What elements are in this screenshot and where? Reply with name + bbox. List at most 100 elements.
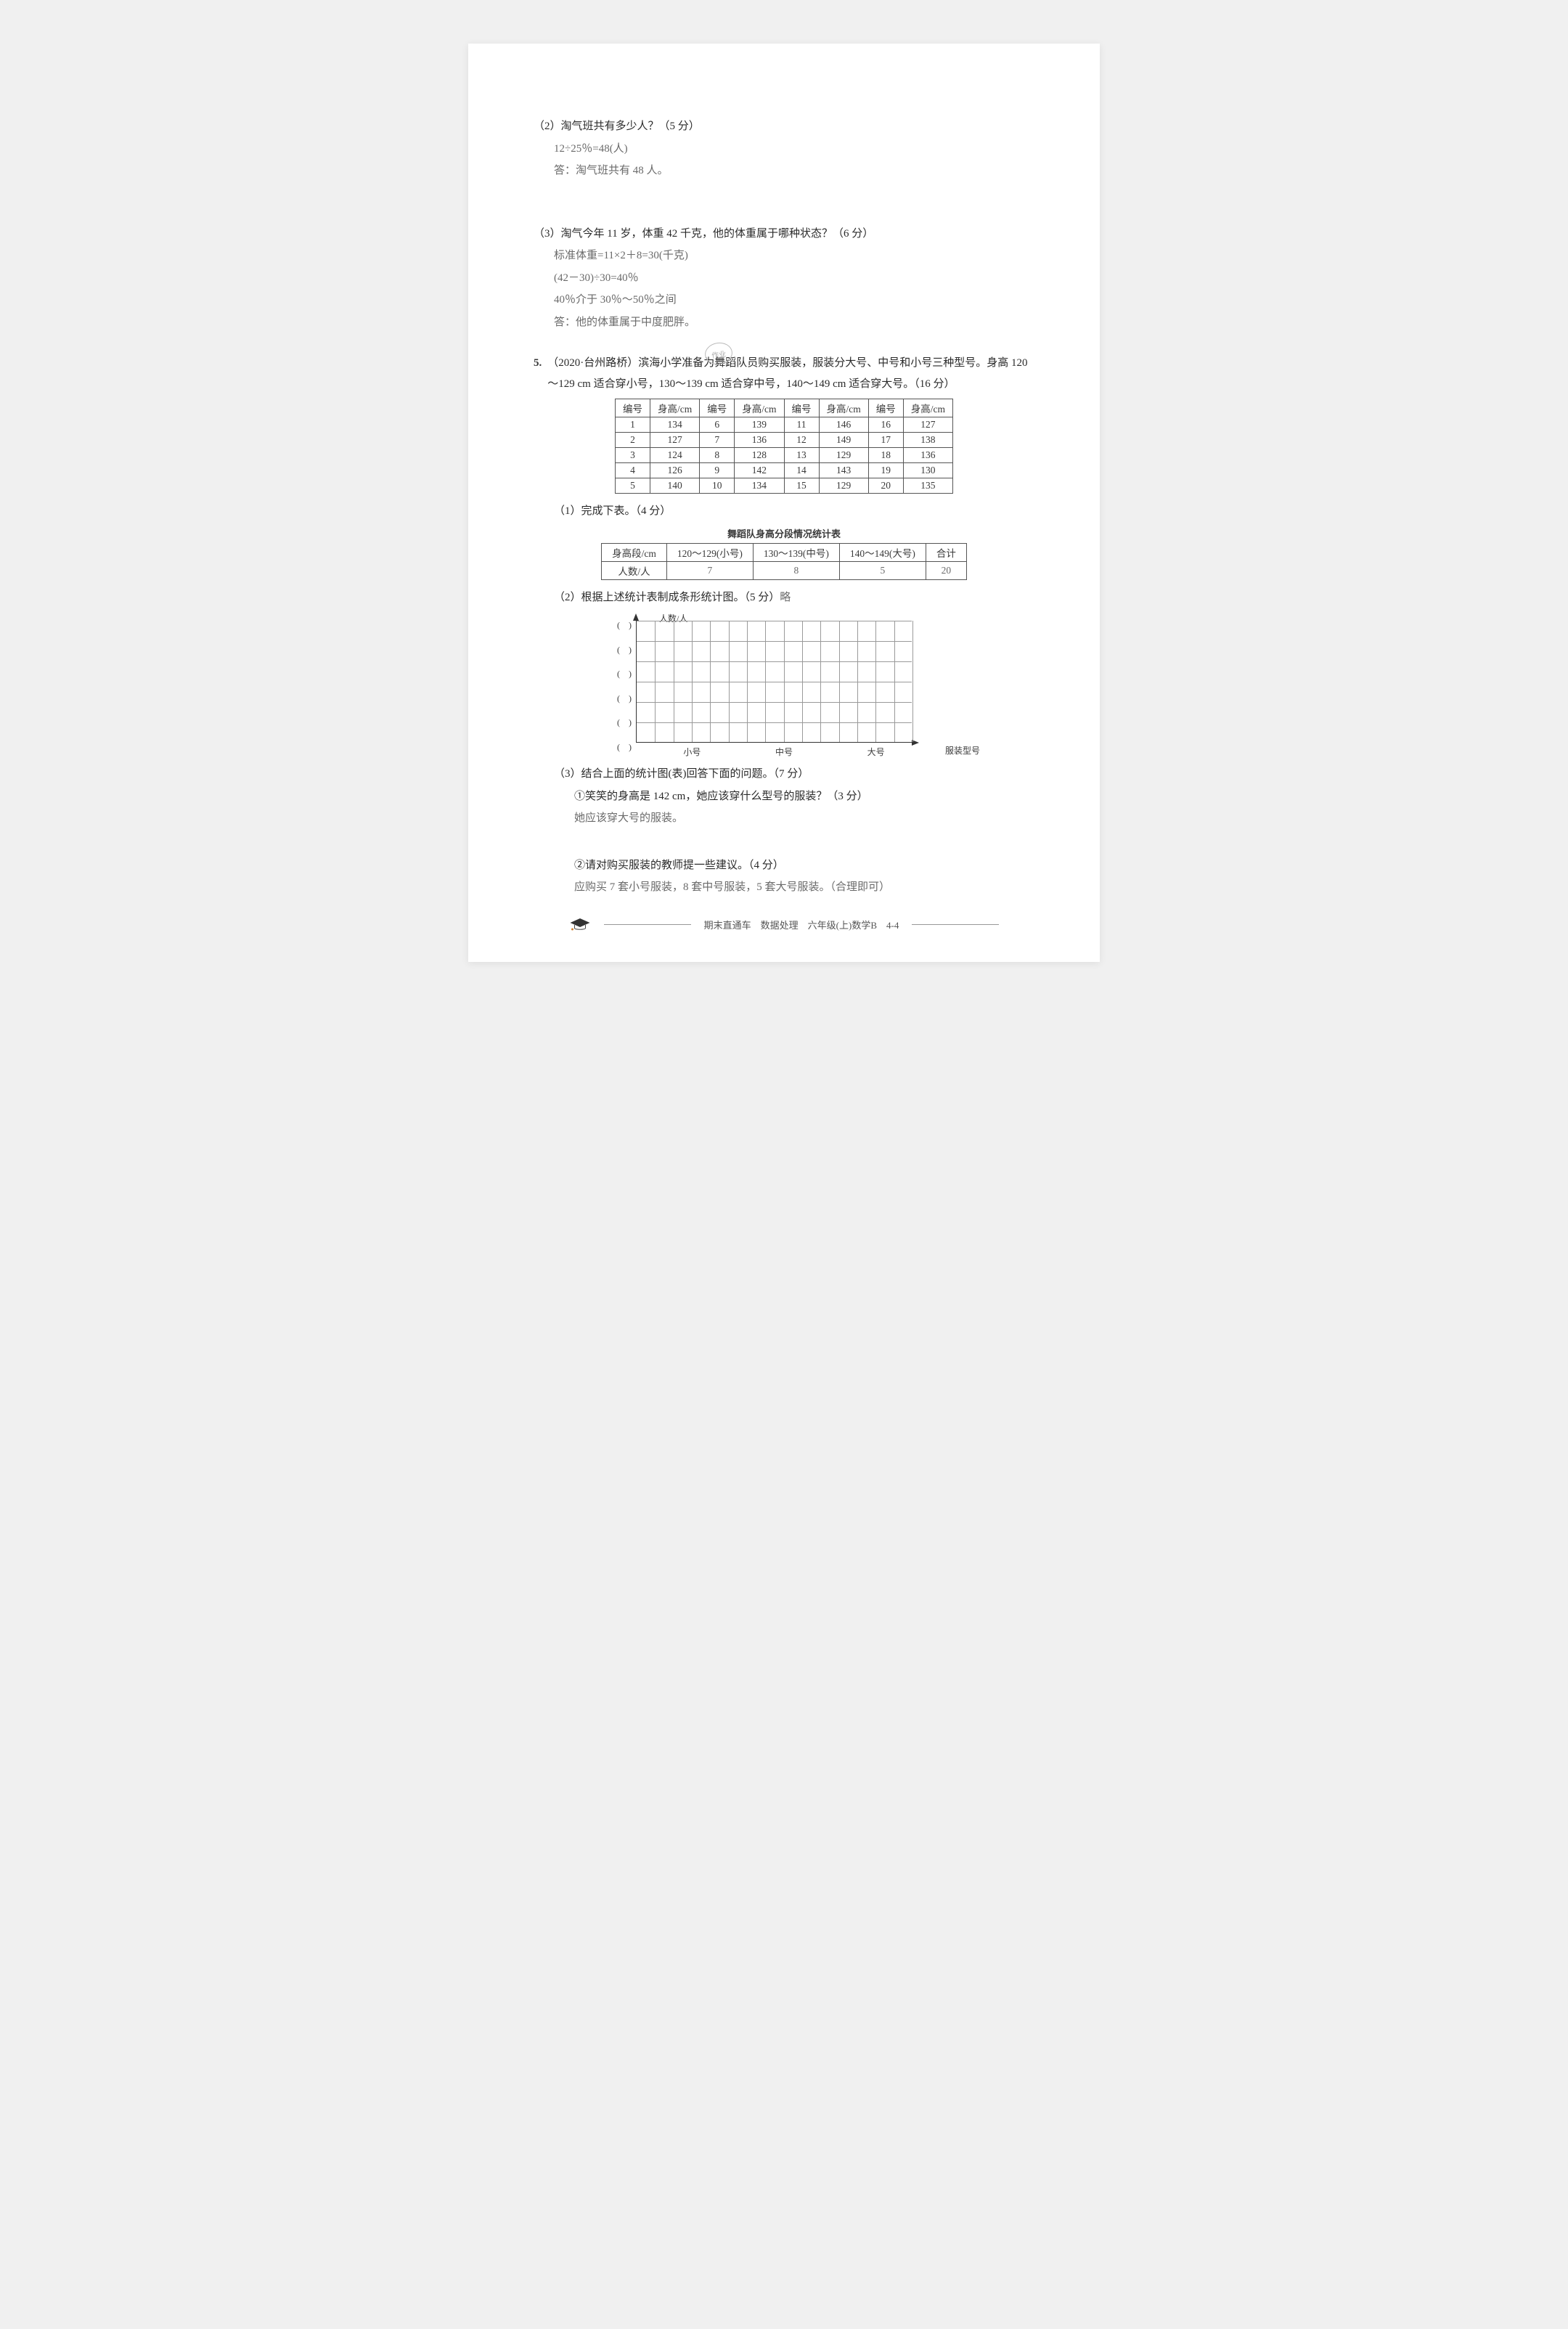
chart-y-tick-labels: ( )( )( )( )( )( ) bbox=[617, 621, 636, 743]
chart-x-tick: 小号 bbox=[646, 746, 738, 758]
q5-sub3-part1-q: ①笑笑的身高是 142 cm，她应该穿什么型号的服装？（3 分） bbox=[534, 786, 1034, 807]
table-cell: 127 bbox=[650, 433, 700, 448]
table-cell: 136 bbox=[735, 433, 784, 448]
footer-divider bbox=[604, 924, 691, 925]
table-header-cell: 身高/cm bbox=[903, 399, 952, 417]
table-cell: 129 bbox=[819, 478, 868, 494]
table-cell: 10 bbox=[700, 478, 735, 494]
footer-text: 期末直通车 数据处理 六年级(上)数学B 4-4 bbox=[704, 918, 899, 931]
table-cell: 12 bbox=[784, 433, 819, 448]
summary-value-cell: 7 bbox=[666, 561, 753, 579]
table-cell: 13 bbox=[784, 448, 819, 463]
table-header-cell: 编号 bbox=[868, 399, 903, 417]
q5-sub3-part2-q: ②请对购买服装的教师提一些建议。（4 分） bbox=[534, 855, 1034, 876]
table-cell: 6 bbox=[700, 417, 735, 433]
table-cell: 17 bbox=[868, 433, 903, 448]
table-cell: 134 bbox=[735, 478, 784, 494]
summary-header-cell: 合计 bbox=[926, 543, 966, 561]
table-cell: 130 bbox=[903, 463, 952, 478]
summary-table-title: 舞蹈队身高分段情况统计表 bbox=[534, 526, 1034, 540]
table-cell: 5 bbox=[616, 478, 650, 494]
table-row: 212771361214917138 bbox=[616, 433, 953, 448]
q5-sub3-part1-a: 她应该穿大号的服装。 bbox=[534, 808, 1034, 829]
q5-sub2-answer-inline: 略 bbox=[780, 592, 791, 603]
summary-header-cell: 120～129(小号) bbox=[666, 543, 753, 561]
summary-table: 身高段/cm120～129(小号)130～139(中号)140～149(大号)合… bbox=[601, 543, 967, 580]
table-cell: 18 bbox=[868, 448, 903, 463]
table-cell: 8 bbox=[700, 448, 735, 463]
q3-work-3: 40％介于 30％～50％之间 bbox=[534, 290, 1034, 311]
table-cell: 2 bbox=[616, 433, 650, 448]
table-cell: 146 bbox=[819, 417, 868, 433]
arrow-up-icon bbox=[633, 613, 639, 621]
q5-intro: （2020·台州路桥）滨海小学准备为舞蹈队员购买服装，服装分大号、中号和小号三种… bbox=[547, 353, 1034, 394]
chart-x-axis-title: 服装型号 bbox=[945, 744, 980, 756]
graduation-cap-icon bbox=[569, 917, 591, 933]
summary-header-cell: 130～139(中号) bbox=[753, 543, 839, 561]
table-cell: 4 bbox=[616, 463, 650, 478]
table-cell: 20 bbox=[868, 478, 903, 494]
table-header-cell: 编号 bbox=[784, 399, 819, 417]
table-row: 312481281312918136 bbox=[616, 448, 953, 463]
chart-x-tick: 大号 bbox=[830, 746, 922, 758]
table-row: 5140101341512920135 bbox=[616, 478, 953, 494]
question-2: （2）淘气班共有多少人？（5 分） 12÷25％=48(人) 答：淘气班共有 4… bbox=[534, 116, 1034, 181]
question-3: （3）淘气今年 11 岁，体重 42 千克，他的体重属于哪种状态？（6 分） 标… bbox=[534, 224, 1034, 333]
table-cell: 3 bbox=[616, 448, 650, 463]
table-cell: 19 bbox=[868, 463, 903, 478]
chart-x-tick: 中号 bbox=[738, 746, 830, 758]
table-cell: 135 bbox=[903, 478, 952, 494]
table-cell: 139 bbox=[735, 417, 784, 433]
q5-sub1-question: （1）完成下表。（4 分） bbox=[534, 501, 1034, 522]
summary-value-cell: 8 bbox=[753, 561, 839, 579]
footer-divider bbox=[912, 924, 999, 925]
table-header-cell: 身高/cm bbox=[735, 399, 784, 417]
q2-work-1: 12÷25％=48(人) bbox=[534, 139, 1034, 160]
table-cell: 149 bbox=[819, 433, 868, 448]
q3-work-1: 标准体重=11×2＋8=30(千克) bbox=[534, 245, 1034, 266]
summary-value-cell: 20 bbox=[926, 561, 966, 579]
table-cell: 11 bbox=[784, 417, 819, 433]
q2-work-2: 答：淘气班共有 48 人。 bbox=[534, 160, 1034, 181]
table-row: 113461391114616127 bbox=[616, 417, 953, 433]
chart-x-tick-labels: 小号中号大号 bbox=[646, 746, 951, 758]
summary-value-cell: 人数/人 bbox=[602, 561, 667, 579]
q3-work-4: 答：他的体重属于中度肥胖。 bbox=[534, 312, 1034, 333]
table-cell: 142 bbox=[735, 463, 784, 478]
q5-sub3-part2-a: 应购买 7 套小号服装，8 套中号服装，5 套大号服装。（合理即可） bbox=[534, 877, 1034, 898]
table-cell: 16 bbox=[868, 417, 903, 433]
summary-value-cell: 5 bbox=[839, 561, 926, 579]
q3-work-2: (42－30)÷30=40％ bbox=[534, 268, 1034, 289]
bar-chart-blank: 人数/人 ( )( )( )( )( )( ) 小号中号大号 服装型号 bbox=[617, 613, 951, 758]
table-header-cell: 编号 bbox=[616, 399, 650, 417]
table-cell: 134 bbox=[650, 417, 700, 433]
q3-question: （3）淘气今年 11 岁，体重 42 千克，他的体重属于哪种状态？（6 分） bbox=[534, 224, 1034, 245]
q5-sub2-question: （2）根据上述统计表制成条形统计图。（5 分）略 bbox=[534, 587, 1034, 608]
q2-question: （2）淘气班共有多少人？（5 分） bbox=[534, 116, 1034, 137]
stamp-text: 作业 bbox=[711, 347, 727, 360]
q5-sub3-question: （3）结合上面的统计图(表)回答下面的问题。（7 分） bbox=[534, 764, 1034, 785]
chart-grid-area bbox=[636, 621, 912, 743]
height-data-table: 编号身高/cm编号身高/cm编号身高/cm编号身高/cm 11346139111… bbox=[615, 399, 953, 494]
question-5: 作业 5. （2020·台州路桥）滨海小学准备为舞蹈队员购买服装，服装分大号、中… bbox=[534, 353, 1034, 898]
table-cell: 124 bbox=[650, 448, 700, 463]
table-cell: 1 bbox=[616, 417, 650, 433]
table-header-cell: 编号 bbox=[700, 399, 735, 417]
table-cell: 138 bbox=[903, 433, 952, 448]
table-cell: 129 bbox=[819, 448, 868, 463]
table-cell: 126 bbox=[650, 463, 700, 478]
table-cell: 9 bbox=[700, 463, 735, 478]
table-cell: 7 bbox=[700, 433, 735, 448]
table-row: 412691421414319130 bbox=[616, 463, 953, 478]
q5-number: 5. bbox=[534, 353, 542, 374]
worksheet-page: （2）淘气班共有多少人？（5 分） 12÷25％=48(人) 答：淘气班共有 4… bbox=[468, 44, 1100, 962]
table-cell: 143 bbox=[819, 463, 868, 478]
q5-sub2-question-text: （2）根据上述统计表制成条形统计图。（5 分） bbox=[554, 592, 780, 603]
table-cell: 127 bbox=[903, 417, 952, 433]
page-footer: 期末直通车 数据处理 六年级(上)数学B 4-4 bbox=[468, 917, 1100, 933]
table-cell: 14 bbox=[784, 463, 819, 478]
table-cell: 128 bbox=[735, 448, 784, 463]
table-header-cell: 身高/cm bbox=[650, 399, 700, 417]
table-header-cell: 身高/cm bbox=[819, 399, 868, 417]
table-cell: 140 bbox=[650, 478, 700, 494]
